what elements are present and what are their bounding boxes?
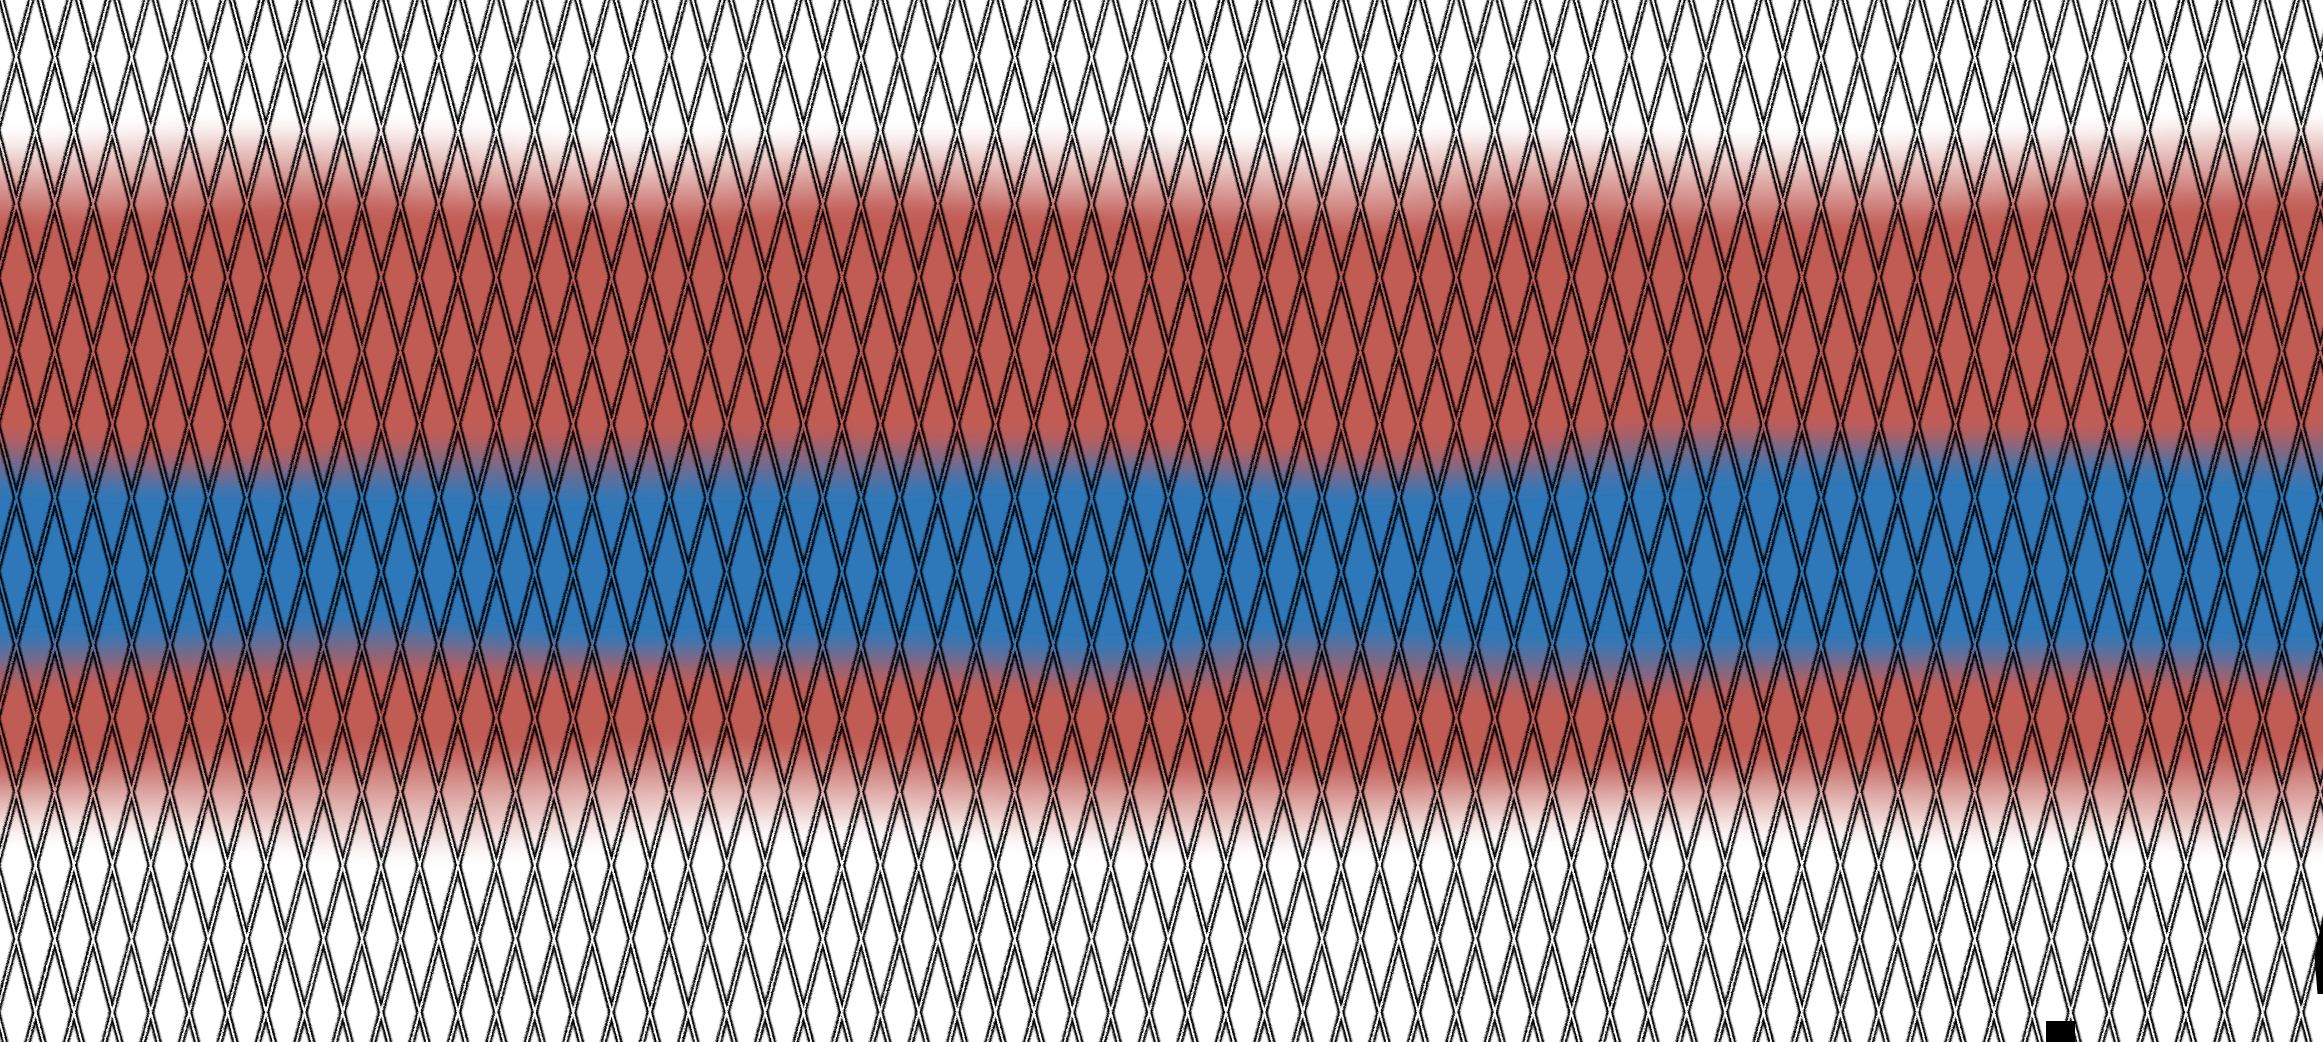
black-edge-streak-artifact [2314,916,2323,994]
black-rectangle-artifact [2046,1021,2075,1042]
